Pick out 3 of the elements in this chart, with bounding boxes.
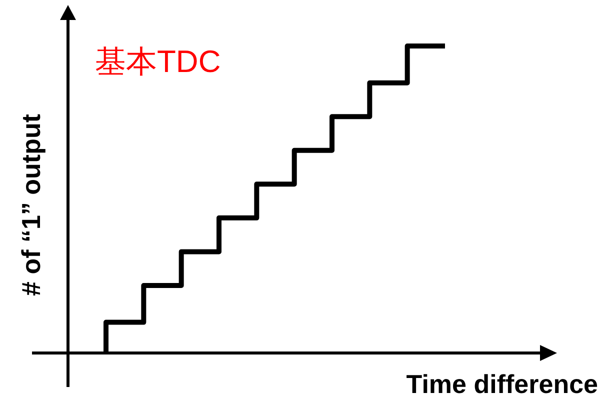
chart-title: 基本TDC — [95, 44, 221, 79]
x-axis-title: Time difference — [406, 369, 598, 399]
y-axis-title: # of “1” output — [16, 114, 46, 296]
